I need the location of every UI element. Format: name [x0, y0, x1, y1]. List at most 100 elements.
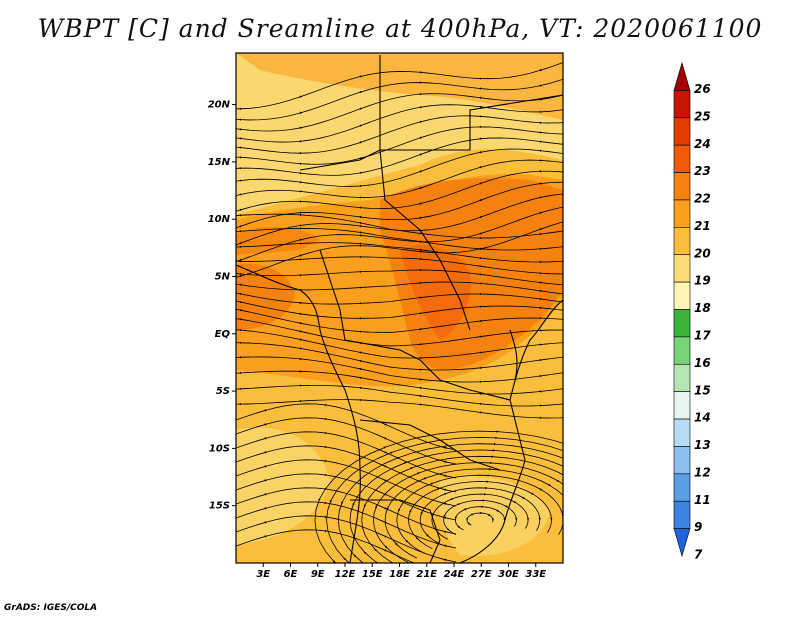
colorbar-label: 7	[694, 548, 703, 562]
lon-tick-label: 6E	[284, 569, 298, 580]
colorbar-label: 25	[694, 109, 711, 123]
stream-arrow	[238, 107, 251, 110]
stream-arrow	[478, 137, 491, 140]
stream-arrow	[435, 444, 448, 449]
colorbar-label: 23	[694, 164, 711, 178]
stream-arrow	[238, 206, 251, 211]
map-title: WBPT [C] and Sreamline at 400hPa, VT: 20…	[37, 14, 763, 43]
stream-arrow	[362, 503, 366, 513]
colorbar-swatch	[673, 446, 691, 475]
stream-arrow	[358, 224, 371, 228]
stream-arrow	[478, 213, 491, 219]
stream-arrow	[358, 88, 371, 94]
stream-arrow	[377, 451, 393, 459]
stream-arrow	[538, 343, 551, 346]
stream-arrow	[315, 431, 328, 435]
stream-arrow	[587, 452, 601, 459]
stream-arrow	[238, 318, 251, 322]
lon-tick-label: 15E	[362, 569, 383, 580]
stream-arrow	[572, 462, 584, 468]
colorbar-swatch	[673, 199, 691, 228]
stream-arrow	[538, 225, 551, 231]
colorbar-swatch	[673, 254, 691, 283]
colorbar-swatch	[673, 172, 691, 201]
stream-arrow	[298, 252, 311, 257]
stream-arrow	[238, 272, 251, 276]
stream-arrow	[358, 138, 371, 144]
stream-arrow	[574, 513, 575, 519]
stream-arrow	[315, 501, 328, 505]
stream-arrow	[467, 522, 471, 525]
stream-arrow	[238, 283, 251, 287]
stream-arrow	[358, 105, 371, 110]
stream-arrow	[580, 457, 593, 464]
colorbar-swatch	[673, 528, 691, 558]
lon-tick-label: 24E	[444, 569, 465, 580]
colorbar-swatch	[673, 336, 691, 365]
stream-arrow	[369, 446, 387, 455]
streamline	[236, 269, 563, 286]
stream-arrow	[418, 403, 431, 406]
streamline	[466, 512, 494, 526]
stream-arrow	[418, 229, 431, 232]
colorbar-swatch	[673, 227, 691, 256]
lat-tick-label: 20N	[208, 100, 231, 111]
stream-arrow	[446, 528, 451, 532]
stream-arrow	[358, 386, 371, 390]
stream-arrow	[255, 493, 268, 498]
streamline	[236, 137, 563, 176]
stream-arrow	[526, 490, 534, 495]
stream-arrow	[478, 265, 491, 268]
stream-arrow	[394, 542, 402, 550]
stream-arrow	[511, 500, 517, 504]
stream-arrow	[238, 128, 251, 131]
stream-arrow	[298, 172, 311, 175]
stream-arrow	[478, 96, 491, 100]
stream-arrow	[478, 335, 491, 338]
stream-arrow	[255, 423, 268, 428]
stream-arrow	[400, 467, 414, 473]
stream-arrow	[405, 539, 412, 546]
stream-arrow	[298, 139, 311, 143]
streamline	[236, 159, 563, 198]
stream-arrow	[238, 371, 251, 375]
colorbar-label: 12	[694, 465, 711, 479]
streamline	[236, 384, 563, 407]
stream-arrow	[353, 554, 364, 563]
stream-arrow	[549, 476, 560, 482]
stream-arrow	[298, 322, 311, 326]
streamline	[236, 281, 563, 295]
streamline	[236, 148, 563, 187]
stream-arrow	[597, 511, 598, 519]
lon-tick-label: 33E	[525, 569, 546, 580]
stream-arrow	[358, 121, 371, 127]
streamline	[236, 370, 563, 395]
colorbar-swatch	[673, 391, 691, 420]
stream-arrow	[538, 374, 551, 378]
colorbar-label: 11	[694, 493, 711, 507]
stream-arrow	[538, 515, 541, 521]
stream-arrow	[418, 232, 431, 235]
stream-arrow	[478, 150, 491, 154]
colorbar-label: 16	[694, 356, 711, 370]
stream-arrow	[478, 319, 491, 323]
stream-arrow	[358, 359, 371, 364]
stream-arrow	[418, 134, 431, 139]
streamline	[408, 481, 552, 550]
streamline	[236, 329, 563, 359]
streamline	[236, 318, 563, 347]
stream-arrow	[315, 445, 328, 449]
streamline	[384, 468, 563, 559]
lon-tick-label: 12E	[335, 569, 356, 580]
stream-arrow	[538, 182, 551, 185]
stream-arrow	[487, 513, 491, 516]
stream-arrow	[426, 534, 431, 539]
stream-arrow	[358, 330, 371, 333]
stream-arrow	[495, 509, 500, 512]
stream-arrow	[315, 515, 328, 519]
stream-arrow	[298, 312, 311, 316]
lon-tick-label: 9E	[311, 569, 325, 580]
colorbar-label: 22	[694, 192, 711, 206]
stream-arrow	[550, 514, 553, 521]
